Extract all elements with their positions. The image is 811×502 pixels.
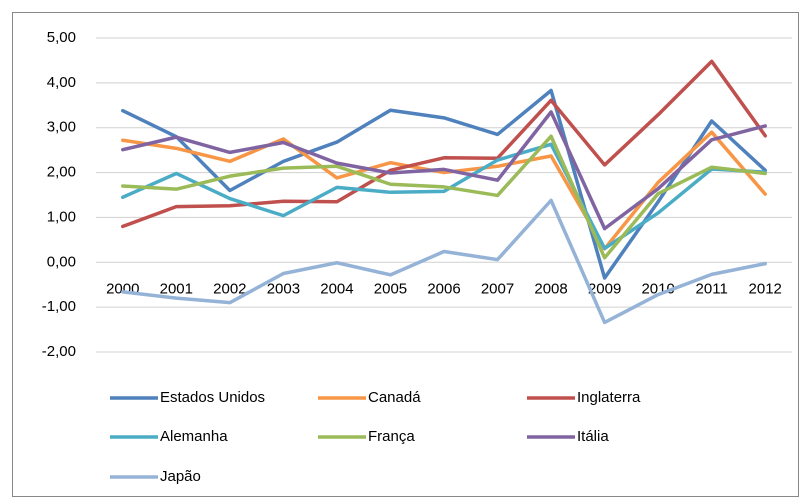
x-tick-label: 2011	[696, 280, 728, 297]
legend-label: Japão	[160, 468, 201, 485]
y-tick-label: -1,00	[42, 298, 76, 315]
x-tick-label: 2004	[320, 280, 353, 297]
legend-label: França	[368, 428, 415, 445]
y-tick-label: -2,00	[42, 343, 76, 360]
x-tick-label: 2009	[588, 280, 621, 297]
series-line	[121, 198, 767, 325]
series-line	[121, 142, 767, 251]
x-tick-label: 2012	[749, 280, 782, 297]
series-line	[121, 59, 767, 229]
series-line	[121, 130, 767, 251]
series-line	[121, 88, 767, 280]
x-tick-label: 2007	[481, 280, 514, 297]
legend-label: Itália	[577, 428, 609, 445]
y-tick-label: 0,00	[47, 253, 76, 270]
chart-border	[12, 12, 799, 497]
legend-label: Estados Unidos	[160, 389, 265, 406]
legend-label: Canadá	[368, 389, 421, 406]
x-tick-label: 2006	[427, 280, 460, 297]
x-tick-label: 2003	[267, 280, 300, 297]
y-tick-label: 1,00	[47, 208, 76, 225]
x-tick-label: 2008	[534, 280, 567, 297]
y-tick-label: 2,00	[47, 164, 76, 181]
y-tick-label: 3,00	[47, 119, 76, 136]
series-line	[121, 134, 767, 260]
y-tick-label: 4,00	[47, 74, 76, 91]
x-tick-label: 2001	[160, 280, 193, 297]
x-tick-label: 2002	[213, 280, 246, 297]
y-tick-label: 5,00	[47, 29, 76, 46]
x-tick-label: 2005	[374, 280, 407, 297]
legend-label: Inglaterra	[577, 389, 641, 406]
legend-label: Alemanha	[160, 428, 228, 445]
series-line	[121, 110, 767, 231]
